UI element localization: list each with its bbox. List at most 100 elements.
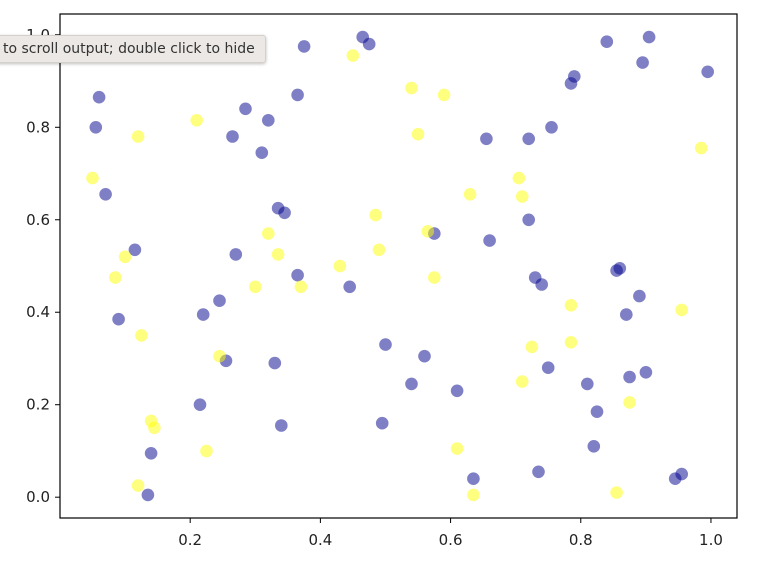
scatter-point	[600, 35, 614, 48]
scatter-point	[369, 208, 383, 222]
scatter-point	[343, 280, 357, 294]
data-points	[86, 30, 714, 502]
scatter-point	[213, 294, 226, 308]
scatter-point	[213, 349, 226, 363]
x-tick-label: 0.4	[308, 531, 332, 549]
scatter-point	[249, 280, 262, 294]
scatter-point	[694, 141, 708, 155]
scatter-point	[271, 248, 285, 261]
scatter-point	[278, 206, 291, 220]
scatter-point	[239, 102, 252, 116]
scatter-point	[532, 465, 545, 479]
series-group	[86, 49, 708, 502]
scroll-output-tooltip[interactable]: to scroll output; double click to hide	[0, 35, 266, 63]
tooltip-text: to scroll output; double click to hide	[3, 41, 255, 57]
scatter-point	[131, 479, 145, 492]
scatter-point	[109, 271, 122, 284]
axes-frame	[59, 13, 738, 519]
scatter-point	[196, 308, 210, 321]
scatter-point	[545, 121, 558, 134]
y-tick-label: 0.2	[26, 396, 50, 414]
scatter-point	[613, 262, 627, 275]
scatter-point	[512, 171, 526, 185]
scatter-point	[362, 37, 376, 51]
scatter-point	[372, 243, 386, 257]
scatter-point	[255, 146, 269, 159]
scatter-point	[535, 278, 548, 291]
scatter-point	[148, 421, 161, 435]
scatter-point	[99, 188, 112, 201]
scatter-point	[522, 132, 535, 146]
scatter-point	[642, 30, 656, 44]
scatter-point	[610, 486, 623, 499]
scatter-point	[229, 248, 243, 261]
scatter-point	[141, 488, 155, 502]
y-tick-label: 0.4	[26, 303, 50, 321]
scatter-point	[480, 132, 493, 146]
scatter-point	[522, 213, 535, 227]
scatter-point	[450, 384, 464, 398]
scatter-point	[118, 250, 132, 264]
scatter-point	[346, 49, 360, 62]
scatter-point	[437, 88, 451, 102]
scatter-point	[515, 190, 529, 203]
scatter-point	[675, 467, 688, 481]
scatter-point	[190, 114, 203, 127]
scatter-point	[200, 444, 213, 458]
scatter-point	[375, 416, 389, 430]
scatter-point	[587, 440, 601, 453]
scatter-point	[268, 356, 282, 370]
series-group	[89, 30, 714, 502]
scatter-point	[144, 447, 158, 460]
scatter-point	[633, 289, 646, 303]
scatter-point	[581, 377, 594, 391]
scatter-point	[411, 127, 425, 141]
scatter-point	[564, 299, 578, 312]
scatter-point	[541, 361, 555, 375]
scatter-point	[275, 419, 288, 432]
x-tick-label: 0.8	[569, 531, 593, 549]
scatter-point	[92, 90, 106, 104]
scatter-point	[590, 405, 604, 419]
scatter-point	[294, 280, 308, 294]
scatter-point	[450, 442, 464, 455]
scatter-point	[467, 488, 480, 502]
scatter-point	[463, 188, 477, 201]
scatter-point	[262, 114, 275, 127]
scatter-point	[623, 396, 636, 409]
scatter-point	[701, 65, 714, 79]
scatter-point	[291, 88, 304, 102]
scatter-point	[639, 366, 653, 379]
scatter-point	[112, 312, 125, 326]
y-tick-label: 0.8	[26, 118, 50, 136]
scatter-point	[428, 271, 441, 284]
scatter-point	[421, 225, 435, 238]
scatter-point	[86, 171, 99, 185]
y-tick-label: 0.0	[26, 488, 50, 506]
scatter-point	[135, 329, 148, 342]
x-tick-label: 0.2	[178, 531, 202, 549]
scatter-point	[515, 375, 529, 388]
scatter-point	[291, 268, 304, 282]
scatter-point	[675, 303, 688, 317]
x-tick-label: 0.6	[439, 531, 463, 549]
scatter-point	[623, 370, 636, 384]
scatter-point	[467, 472, 480, 486]
x-tick-label: 1.0	[699, 531, 723, 549]
scatter-point	[483, 234, 496, 247]
axis-ticks: 0.20.40.60.81.00.00.20.40.60.81.0	[26, 26, 723, 549]
scatter-point	[405, 81, 418, 95]
scatter-point	[131, 130, 145, 143]
scatter-point	[418, 349, 431, 363]
scatter-point	[379, 338, 392, 351]
scatter-point	[262, 227, 275, 240]
scatter-point	[193, 398, 207, 412]
scatter-point	[297, 40, 311, 53]
scatter-point	[620, 308, 633, 321]
scatter-point	[636, 56, 649, 69]
scatter-point	[333, 259, 347, 273]
y-tick-label: 0.6	[26, 211, 50, 229]
scatter-point	[128, 243, 142, 257]
scatter-point	[226, 130, 239, 143]
